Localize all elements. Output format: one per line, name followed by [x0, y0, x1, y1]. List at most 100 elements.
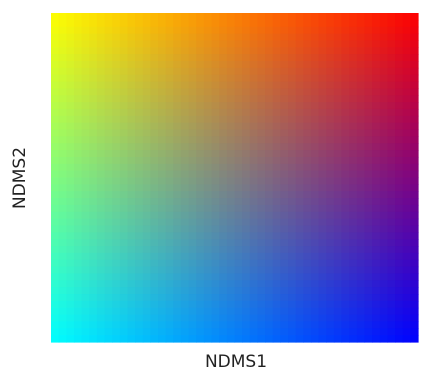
heatmap-cell — [188, 170, 197, 179]
heatmap-cell — [89, 246, 98, 254]
heatmap-cell — [196, 60, 205, 69]
heatmap-cell — [364, 218, 373, 227]
heatmap-cell — [288, 239, 297, 247]
heatmap-cell — [303, 74, 312, 83]
heatmap-cell — [165, 156, 174, 165]
heatmap-cell — [158, 225, 167, 233]
heatmap-cell — [310, 287, 320, 295]
heatmap-cell — [112, 122, 121, 131]
heatmap-cell — [295, 33, 304, 42]
heatmap-cell — [211, 335, 220, 343]
heatmap-cell — [326, 218, 335, 227]
heatmap-cell — [333, 88, 343, 96]
heatmap-cell — [73, 252, 83, 261]
heatmap-cell — [73, 47, 83, 55]
heatmap-cell — [310, 47, 320, 55]
heatmap-cell — [203, 252, 213, 261]
heatmap-cell — [142, 156, 151, 165]
heatmap-cell — [89, 156, 98, 165]
heatmap-cell — [249, 129, 259, 137]
heatmap-cell — [265, 307, 274, 316]
heatmap-cell — [257, 122, 266, 131]
heatmap-cell — [188, 211, 197, 220]
heatmap-cell — [280, 170, 289, 179]
heatmap-cell — [295, 108, 304, 117]
heatmap-cell — [165, 33, 174, 42]
heatmap-cell — [219, 81, 228, 89]
heatmap-cell — [142, 26, 151, 35]
heatmap-cell — [395, 239, 404, 247]
heatmap-cell — [196, 294, 205, 302]
heatmap-cell — [196, 246, 205, 254]
heatmap-cell — [203, 287, 213, 295]
heatmap-cell — [310, 54, 320, 62]
heatmap-cell — [173, 54, 182, 62]
heatmap-cell — [349, 47, 358, 55]
heatmap-cell — [96, 102, 106, 110]
heatmap-cell — [150, 47, 159, 55]
heatmap-cell — [119, 328, 129, 336]
heatmap-cell — [203, 54, 213, 62]
heatmap-cell — [242, 40, 251, 48]
heatmap-cell — [295, 60, 304, 69]
heatmap-cell — [356, 280, 366, 288]
heatmap-cell — [165, 184, 174, 192]
heatmap-cell — [81, 184, 90, 192]
heatmap-cell — [356, 321, 366, 329]
heatmap-cell — [158, 108, 167, 117]
heatmap-cell — [96, 74, 106, 83]
heatmap-cell — [73, 108, 83, 117]
heatmap-cell — [234, 122, 243, 131]
heatmap-cell — [295, 307, 304, 316]
heatmap-cell — [326, 246, 335, 254]
heatmap-cell — [372, 143, 381, 151]
heatmap-cell — [135, 259, 144, 268]
heatmap-cell — [188, 40, 197, 48]
heatmap-cell — [372, 67, 381, 76]
heatmap-cell — [196, 273, 205, 281]
heatmap-cell — [341, 122, 350, 131]
heatmap-cell — [203, 40, 213, 48]
heatmap-cell — [158, 129, 167, 137]
heatmap-cell — [219, 129, 228, 137]
heatmap-cell — [81, 67, 90, 76]
heatmap-cell — [288, 74, 297, 83]
heatmap-cell — [341, 88, 350, 96]
heatmap-cell — [242, 26, 251, 35]
heatmap-cell — [211, 156, 220, 165]
heatmap-cell — [96, 40, 106, 48]
heatmap-cell — [387, 136, 396, 144]
heatmap-cell — [341, 163, 350, 172]
heatmap-cell — [73, 136, 83, 144]
heatmap-cell — [142, 19, 151, 28]
heatmap-cell — [196, 266, 205, 275]
heatmap-cell — [211, 266, 220, 275]
heatmap-cell — [318, 335, 327, 343]
heatmap-cell — [66, 280, 75, 288]
heatmap-cell — [127, 67, 136, 76]
heatmap-cell — [395, 232, 404, 240]
heatmap-cell — [341, 47, 350, 55]
heatmap-cell — [135, 246, 144, 254]
heatmap-cell — [112, 136, 121, 144]
heatmap-cell — [295, 115, 304, 124]
heatmap-cell — [73, 40, 83, 48]
heatmap-cell — [150, 177, 159, 185]
heatmap-cell — [242, 129, 251, 137]
heatmap-cell — [249, 225, 259, 233]
heatmap-cell — [341, 294, 350, 302]
heatmap-cell — [333, 259, 343, 268]
heatmap-cell — [219, 47, 228, 55]
heatmap-cell — [73, 307, 83, 316]
heatmap-cell — [66, 108, 75, 117]
heatmap-cell — [272, 239, 281, 247]
heatmap-cell — [96, 47, 106, 55]
heatmap-cell — [249, 163, 259, 172]
heatmap-cell — [112, 108, 121, 117]
heatmap-cell — [356, 26, 366, 35]
heatmap-cell — [96, 328, 106, 336]
heatmap-cell — [180, 102, 190, 110]
heatmap-cell — [226, 170, 236, 179]
heatmap-cell — [341, 280, 350, 288]
heatmap-cell — [341, 191, 350, 199]
